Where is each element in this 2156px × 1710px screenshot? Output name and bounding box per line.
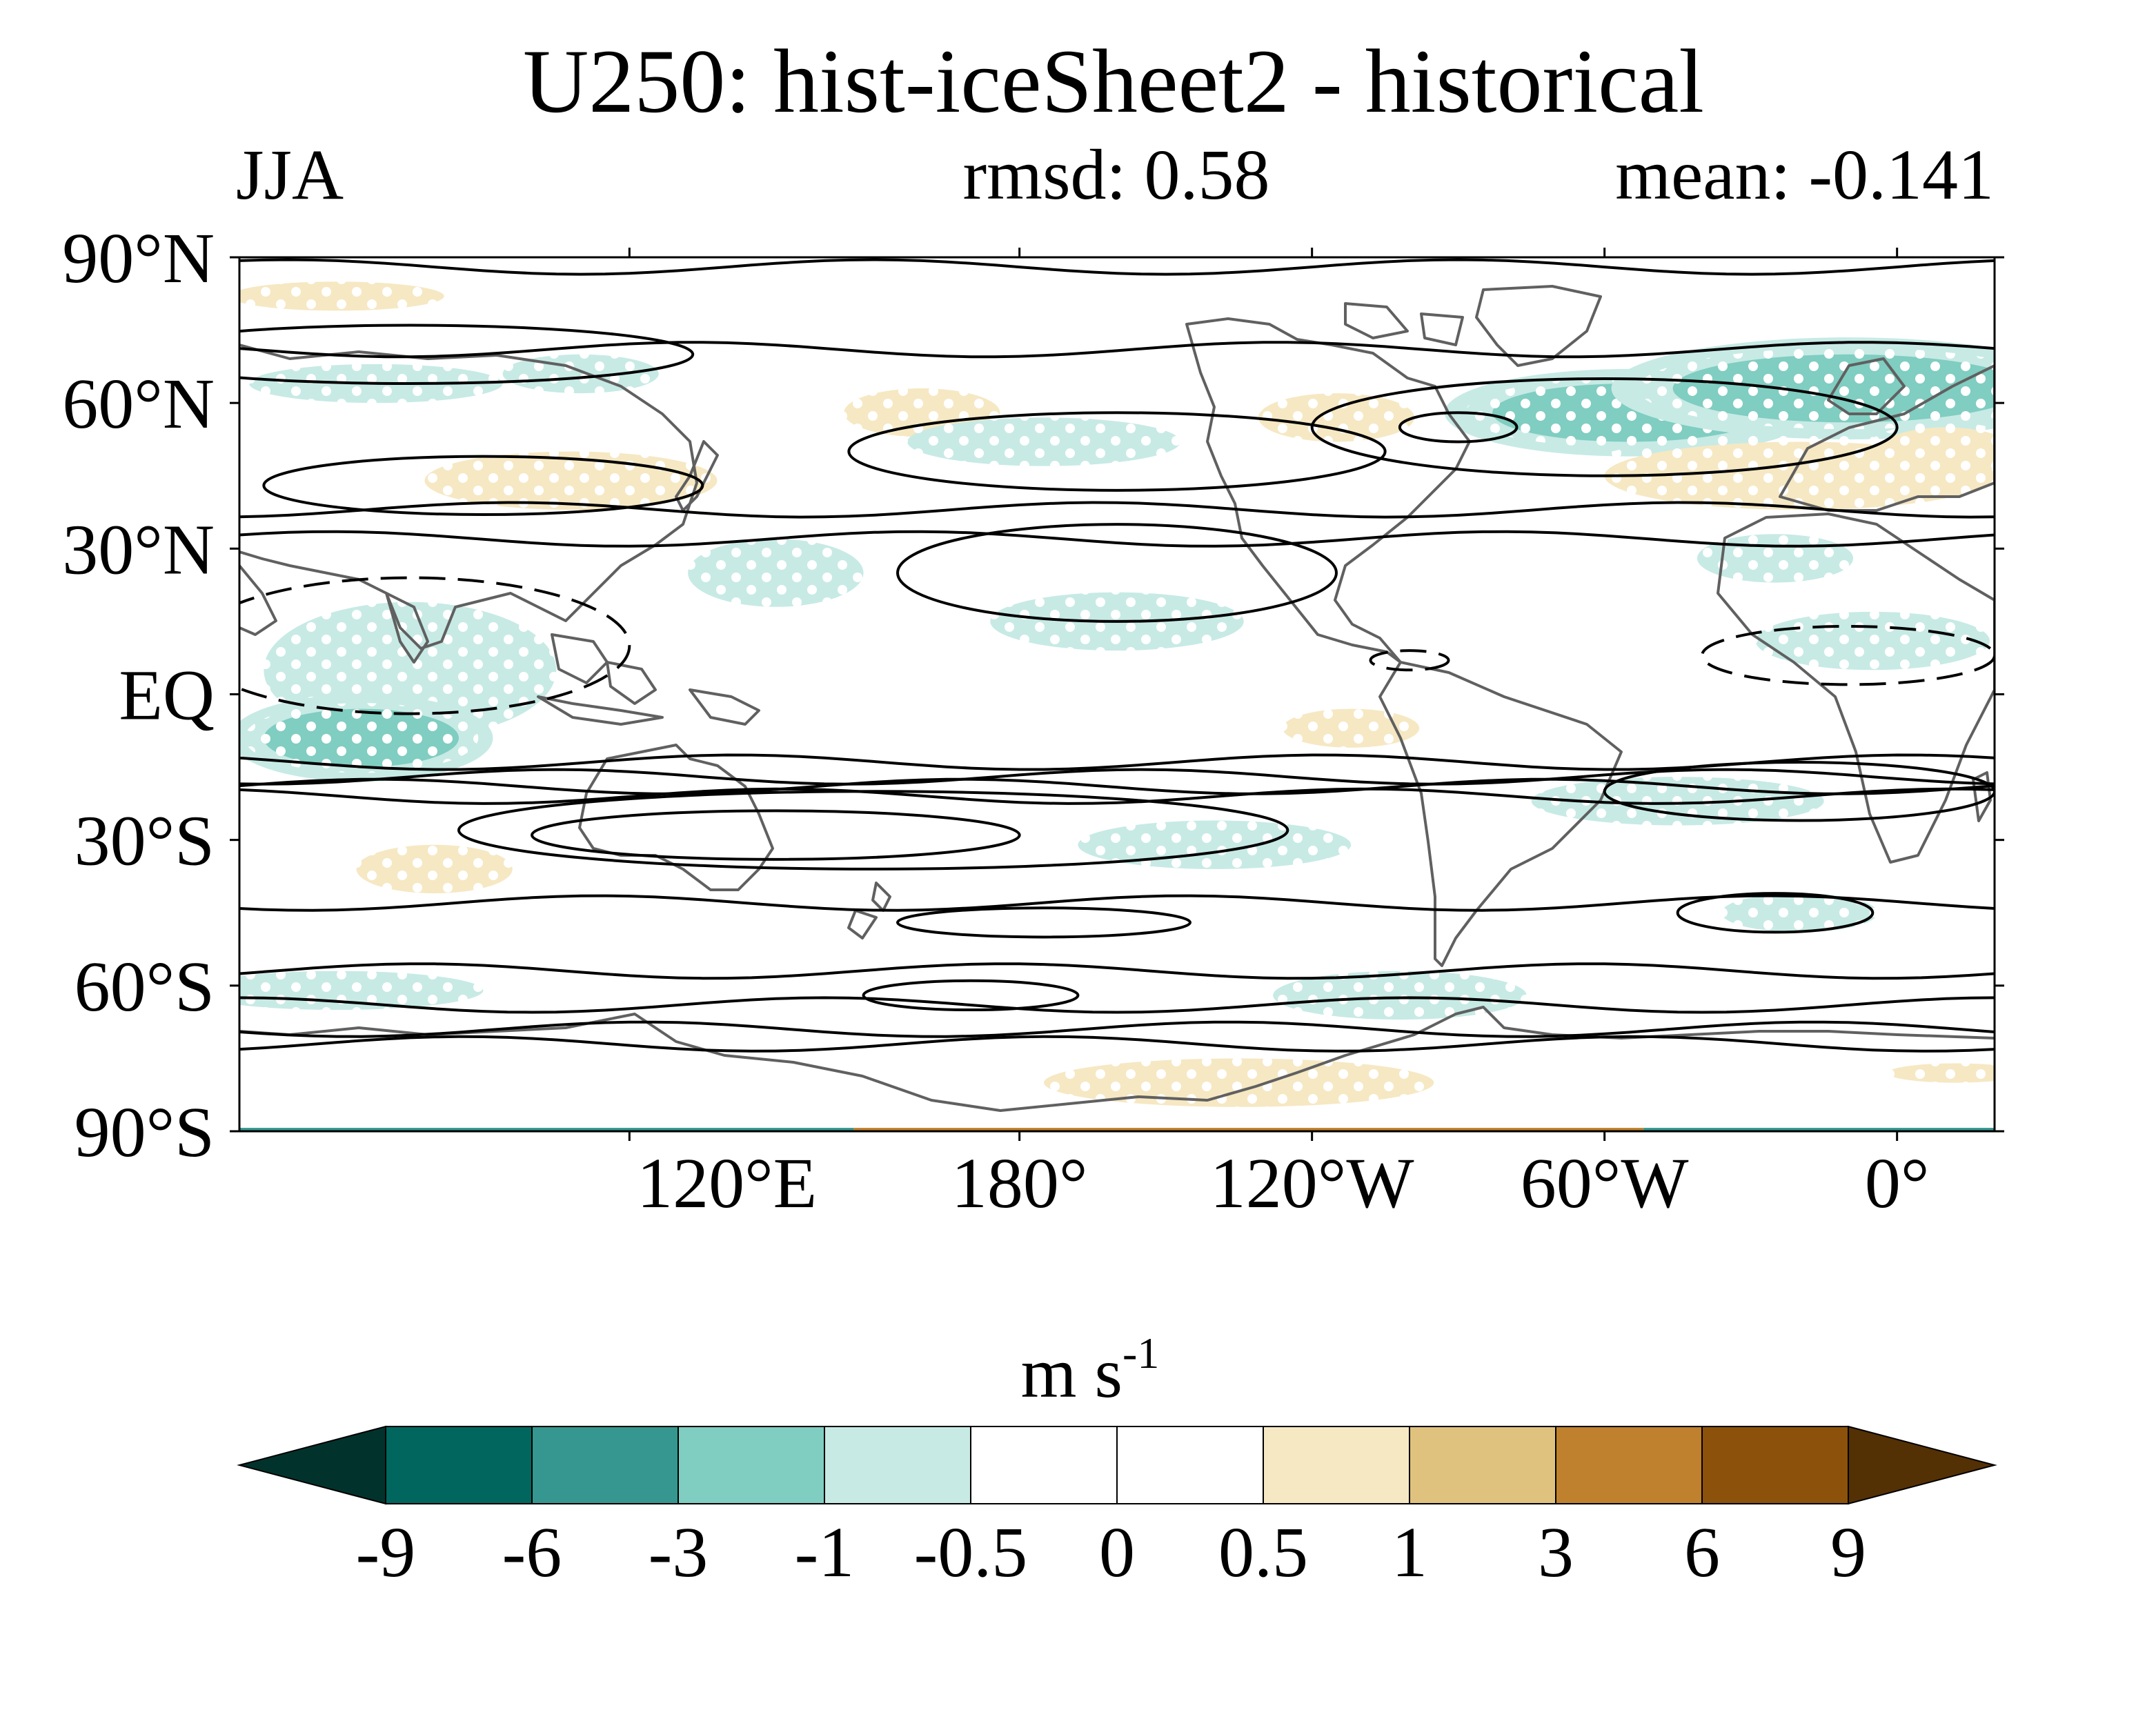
significance-stipple [1873,1061,1995,1085]
significance-stipple [1269,704,1433,752]
climatology-contour [239,258,1995,276]
climatology-contour [1369,649,1450,672]
colorbar-level-label: -6 [502,1513,562,1592]
climatology-contour [239,576,631,715]
climatology-contour [239,530,1995,548]
colorbar-unit: m s-1 [1021,1329,1160,1413]
significance-stipple [880,412,1208,471]
y-tick-label: 30°S [75,802,215,881]
climatology-contour [239,768,1995,786]
mean-label: mean: -0.141 [1615,135,1994,215]
colorbar: m s-1 -9 -6 -3 -1 -0.5 0 0.5 1 3 6 9 [237,1329,1997,1592]
colorbar-level-label: 0 [1099,1513,1135,1592]
climatology-contour [239,787,1995,805]
significance-stipple [670,532,881,614]
significance-stipple [1243,388,1430,447]
polar-band [239,1128,854,1131]
significance-stipple [1502,772,1854,831]
climatology-contour [1310,377,1899,477]
colorbar-extend-min [237,1425,386,1505]
climatology-contour [239,777,1995,795]
colorbar-level-label: 1 [1392,1513,1427,1592]
climatology-contour [239,1035,1995,1053]
colorbar-box [678,1426,825,1504]
climatology-contour [896,906,1191,939]
x-tick-label: 60°W [1521,1144,1689,1223]
map-panel [230,248,2004,1141]
significance-stipple [239,278,466,314]
polar-band [1643,1128,1995,1131]
colorbar-level-label: 6 [1684,1513,1720,1592]
chart-title: U250: hist-iceSheet2 - historical [523,30,1704,132]
y-axis-labels: 90°N 60°N 30°N EQ 30°S 60°S 90°S [62,219,215,1172]
climatology-contour [239,1020,1995,1038]
season-label: JJA [236,135,344,215]
colorbar-level-label: -3 [649,1513,709,1592]
colorbar-level-label: -0.5 [914,1513,1028,1592]
colorbar-box [1409,1426,1556,1504]
colorbar-level-label: -1 [795,1513,855,1592]
climatology-contour [531,809,1021,861]
climatology-contour [1398,411,1519,444]
significance-stipple [1705,889,1894,937]
colorbar-level-label: -9 [356,1513,416,1592]
colorbar-box [1263,1426,1410,1504]
y-tick-label: 90°S [75,1093,215,1172]
colorbar-level-label: 0.5 [1218,1513,1308,1592]
y-tick-label: 60°S [75,947,215,1026]
significance-stipple [340,839,528,899]
x-tick-label: 120°W [1210,1144,1414,1223]
colorbar-level-label: 3 [1538,1513,1574,1592]
climatology-contour [239,894,1995,912]
significance-stipple [1681,529,1869,588]
significance-stipple [244,703,479,773]
climatology-contour [239,501,1995,519]
rmsd-label: rmsd: 0.58 [963,135,1270,215]
colorbar-box [824,1426,971,1504]
colorbar-level-label: 9 [1830,1513,1866,1592]
climatology-contour [239,324,695,385]
climatology-contour [896,523,1338,623]
y-tick-label: 60°N [62,364,215,444]
x-tick-label: 0° [1865,1144,1930,1223]
map-frame-layer [230,248,2004,1141]
colorbar-unit-base: m s [1021,1333,1122,1413]
y-tick-label: 30°N [62,510,215,589]
x-axis-labels: 120°E 180° 120°W 60°W 0° [637,1144,1929,1223]
climatology-contour [1676,892,1875,934]
colorbar-box [385,1426,533,1504]
y-tick-label: 90°N [62,219,215,298]
significance-stipple [1863,422,1995,481]
colorbar-extend-max [1848,1425,1997,1505]
y-tick-label: EQ [119,656,215,735]
colorbar-box [1555,1426,1703,1504]
colorbar-box [531,1426,679,1504]
climatology-contour [239,962,1995,980]
significance-stipple [1637,347,1995,430]
climatology-contour [862,979,1080,1012]
significance-stipple [1050,815,1378,874]
climatology-contours-layer [239,258,1995,1053]
colorbar-box [1116,1426,1264,1504]
significance-stipple [239,967,513,1014]
climatology-contour [847,411,1387,492]
climatology-contour [239,341,1995,359]
colorbar-unit-superscript: -1 [1122,1329,1159,1378]
x-tick-label: 120°E [637,1144,817,1223]
significance-stipple [395,446,746,516]
polar-band [853,1128,1644,1131]
colorbar-boxes [237,1425,1997,1505]
climatology-contour [457,790,1289,871]
colorbar-labels: -9 -6 -3 -1 -0.5 0 0.5 1 3 6 9 [356,1513,1866,1592]
climatology-contour [262,455,704,517]
x-tick-label: 180° [951,1144,1088,1223]
climatology-contour [239,996,1995,1014]
significance-stipple [1732,606,1995,676]
colorbar-box [970,1426,1118,1504]
colorbar-box [1701,1426,1849,1504]
